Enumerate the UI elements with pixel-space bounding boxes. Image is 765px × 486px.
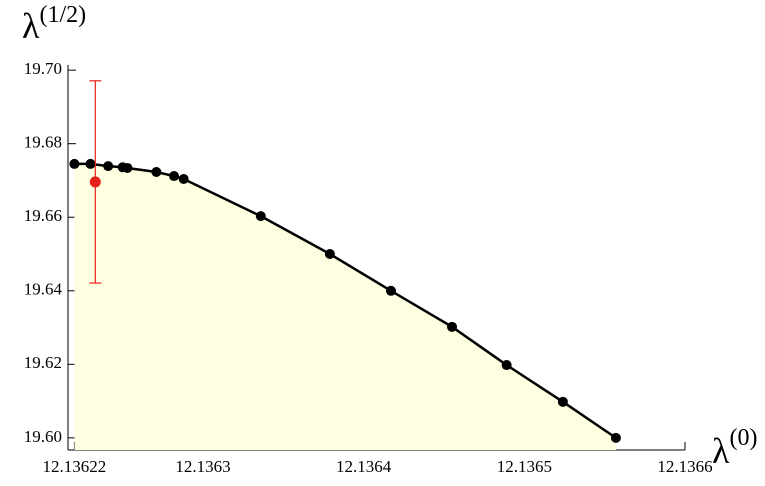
data-point — [69, 158, 80, 169]
y-tick-label: 19.64 — [24, 280, 63, 299]
data-point — [557, 396, 568, 407]
x-tick-label: 12.1364 — [336, 457, 392, 476]
data-point — [385, 285, 396, 296]
y-tick-label: 19.70 — [24, 59, 62, 78]
y-tick-label: 19.62 — [24, 353, 62, 372]
x-tick-label: 12.1365 — [497, 457, 552, 476]
x-label-sup: (0) — [729, 425, 757, 451]
error-point — [89, 176, 101, 188]
data-point — [169, 171, 180, 182]
x-tick-label: 12.13622 — [43, 457, 107, 476]
data-point — [610, 432, 621, 443]
data-point — [85, 158, 96, 169]
x-tick-label: 12.1366 — [657, 457, 712, 476]
y-tick-label: 19.68 — [24, 133, 62, 152]
data-point — [122, 162, 133, 173]
x-label-base: λ — [712, 431, 730, 471]
data-point — [324, 249, 335, 260]
data-point — [447, 321, 458, 332]
y-label-sup: (1/2) — [39, 2, 86, 28]
data-point — [501, 360, 512, 371]
data-point — [255, 211, 266, 222]
data-point — [178, 173, 189, 184]
y-label-base: λ — [22, 6, 40, 46]
data-point — [103, 161, 114, 172]
y-tick-label: 19.60 — [24, 427, 62, 446]
y-axis-label: λ(1/2) — [22, 2, 86, 47]
x-tick-label: 12.1363 — [175, 457, 230, 476]
x-axis-label: λ(0) — [712, 425, 757, 472]
data-point — [151, 167, 162, 178]
y-tick-label: 19.66 — [24, 206, 62, 225]
area-fill — [74, 163, 616, 450]
